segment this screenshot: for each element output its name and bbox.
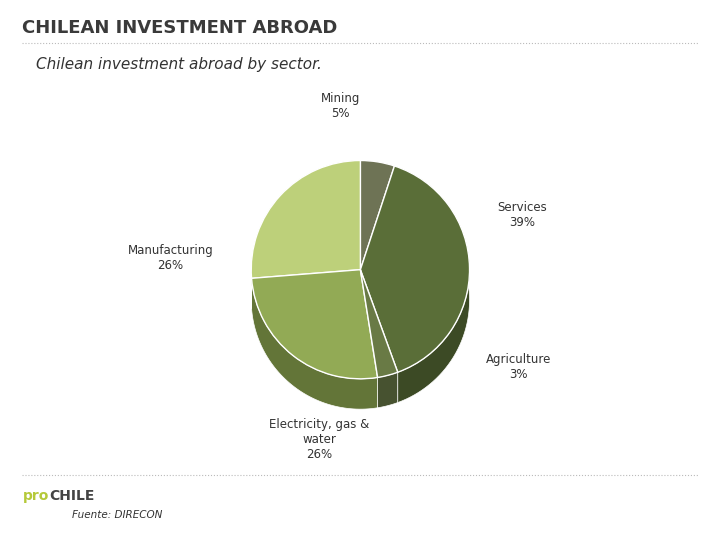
Polygon shape <box>377 372 397 408</box>
Polygon shape <box>361 160 395 196</box>
Polygon shape <box>251 160 361 309</box>
Polygon shape <box>395 166 469 403</box>
Text: Electricity, gas &
water
26%: Electricity, gas & water 26% <box>269 418 369 461</box>
Text: Fuente: DIRECON: Fuente: DIRECON <box>72 510 163 521</box>
Wedge shape <box>361 160 395 269</box>
Polygon shape <box>251 278 377 409</box>
Wedge shape <box>251 269 377 379</box>
Text: Chilean investment abroad by sector.: Chilean investment abroad by sector. <box>36 57 322 72</box>
Text: pro: pro <box>23 489 50 503</box>
Text: Agriculture
3%: Agriculture 3% <box>486 353 552 381</box>
Text: Services
39%: Services 39% <box>497 201 546 229</box>
Text: Mining
5%: Mining 5% <box>321 92 360 120</box>
Text: CHILEAN INVESTMENT ABROAD: CHILEAN INVESTMENT ABROAD <box>22 19 337 37</box>
Wedge shape <box>251 160 361 278</box>
Text: Manufacturing
26%: Manufacturing 26% <box>127 244 213 272</box>
Text: CHILE: CHILE <box>49 489 94 503</box>
Wedge shape <box>361 269 397 377</box>
Wedge shape <box>361 166 469 372</box>
